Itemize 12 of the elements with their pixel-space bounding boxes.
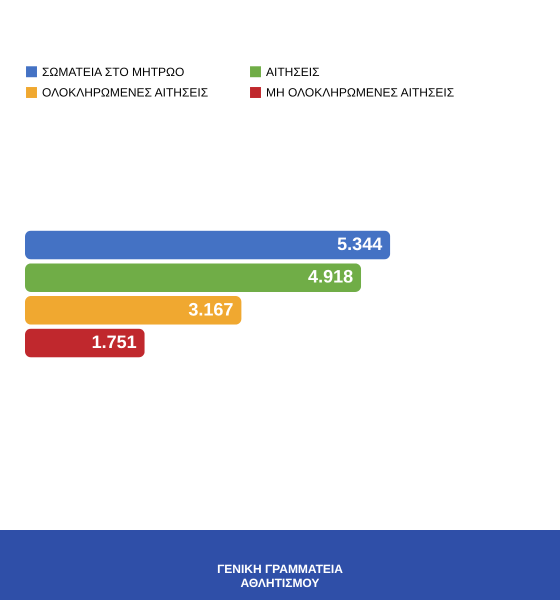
- bar: [25, 296, 242, 325]
- legend-label: ΟΛΟΚΛΗΡΩΜΕΝΕΣ ΑΙΤΗΣΕΙΣ: [42, 86, 208, 100]
- bar: [25, 263, 362, 292]
- bar: [25, 230, 390, 260]
- data-label: 3.167: [188, 299, 234, 320]
- legend-label: ΣΩΜΑΤΕΙΑ ΣΤΟ ΜΗΤΡΩΟ: [42, 64, 184, 79]
- data-label: 5.344: [337, 234, 382, 254]
- legend-label: ΜΗ ΟΛΟΚΛΗΡΩΜΕΝΕΣ ΑΙΤΗΣΕΙΣ: [266, 86, 454, 100]
- data-label: 1.751: [92, 332, 137, 352]
- data-label: 4.918: [308, 266, 354, 287]
- legend-label: ΑΙΤΗΣΕΙΣ: [266, 64, 320, 79]
- text: ΓΕΝΙΚΗ ΓΡΑΜΜΑΤΕΙΑ ΑΘΛΗΤΙΣΜΟΥ: [216, 562, 344, 590]
